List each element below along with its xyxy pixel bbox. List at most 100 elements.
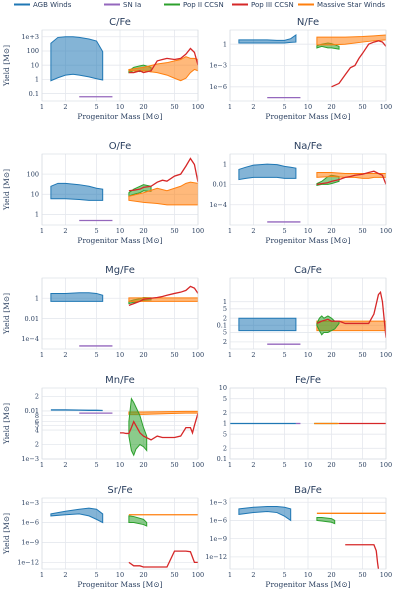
y-tick-label: 1e−12 — [205, 553, 227, 561]
x-tick-label: 1 — [228, 227, 232, 235]
x-tick-label: 20 — [327, 571, 335, 579]
panel-title: Na/Fe — [294, 141, 322, 152]
legend-item-agb-winds: AGB Winds — [14, 1, 72, 9]
x-tick-label: 1 — [40, 461, 44, 469]
x-tick-label: 50 — [358, 103, 366, 111]
legend-label-agb-winds: AGB Winds — [33, 1, 72, 9]
band-pop-ii-ccsn — [128, 515, 148, 527]
y-tick-label: 1e−3 — [209, 62, 227, 70]
x-tick-label: 50 — [170, 227, 178, 235]
x-tick-label: 20 — [327, 351, 335, 359]
x-tick-label: 2 — [251, 461, 255, 469]
x-tick-label: 1 — [228, 461, 232, 469]
x-axis-label: Progenitor Mass [M⊙] — [265, 112, 350, 121]
x-tick-label: 1 — [40, 103, 44, 111]
band-agb-winds — [50, 36, 104, 82]
plot-frame — [41, 29, 199, 102]
x-tick-label: 5 — [94, 227, 98, 235]
x-tick-label: 2 — [251, 571, 255, 579]
y-tick-label: 2 — [223, 338, 227, 346]
line-pop-iii-ccsn — [316, 170, 386, 186]
x-tick-label: 20 — [139, 227, 147, 235]
series-layer — [238, 290, 386, 345]
panel-sr-fe: 1 2 5 10 20 50 100 1e−12 1e−9 1e−6 1e−3 Sr/Fe Progen… — [2, 485, 204, 589]
y-tick-label: 100 — [27, 47, 39, 55]
x-tick-label: 10 — [304, 461, 312, 469]
series-layer — [238, 163, 386, 223]
y-tick-label: 8 — [35, 412, 39, 420]
x-tick-label: 100 — [380, 461, 392, 469]
plot-frame — [229, 153, 387, 226]
y-tick-label: 10 — [31, 191, 39, 199]
plot-frame — [229, 387, 387, 460]
x-tick-label: 20 — [139, 571, 147, 579]
band-agb-winds — [50, 182, 104, 201]
y-tick-label: 1e+3 — [21, 33, 39, 41]
x-tick-label: 5 — [282, 351, 286, 359]
panel-title: N/Fe — [297, 17, 319, 28]
y-tick-label: 5 — [223, 305, 227, 313]
band-pop-ii-ccsn — [316, 517, 336, 525]
y-tick-label: 100 — [27, 170, 39, 178]
panel-title: Sr/Fe — [107, 485, 132, 496]
y-tick-label: 1e−4 — [209, 201, 227, 209]
x-tick-label: 2 — [63, 571, 67, 579]
legend-label-pop-ii-ccsn: Pop II CCSN — [183, 1, 224, 9]
x-tick-label: 1 — [40, 351, 44, 359]
x-tick-label: 5 — [94, 461, 98, 469]
y-tick-label: 2 — [223, 314, 227, 322]
y-tick-label: 0.01 — [25, 315, 39, 323]
x-tick-label: 100 — [192, 571, 204, 579]
y-tick-label: 1e−4 — [21, 335, 39, 343]
x-tick-label: 50 — [170, 351, 178, 359]
y-tick-label: 0.01 — [213, 181, 227, 189]
plot-frame — [229, 29, 387, 102]
x-tick-label: 20 — [139, 103, 147, 111]
y-tick-label: 1e−3 — [21, 455, 39, 463]
x-tick-label: 100 — [192, 351, 204, 359]
x-axis-label: Progenitor Mass [M⊙] — [265, 580, 350, 589]
plot-frame — [41, 153, 199, 226]
y-tick-label: 1e−9 — [209, 535, 227, 543]
panel-mg-fe: 1 2 5 10 20 50 100 1e−4 0.01 1 Mg/Fe Yield [M⊙] — [2, 265, 204, 359]
x-tick-label: 5 — [282, 227, 286, 235]
y-tick-label: 1 — [223, 298, 227, 306]
x-tick-label: 100 — [192, 461, 204, 469]
panel-n-fe: 1 2 5 10 20 50 100 1e−6 1e−3 1 N/Fe Progenitor Mass… — [209, 17, 392, 121]
x-tick-label: 50 — [170, 461, 178, 469]
line-agb-winds — [50, 409, 103, 412]
y-tick-label: 0.1 — [217, 455, 227, 463]
x-tick-label: 100 — [192, 227, 204, 235]
y-tick-label: 1e−3 — [209, 498, 227, 506]
y-axis-label: Yield [M⊙] — [2, 169, 11, 211]
x-tick-label: 5 — [282, 461, 286, 469]
grid — [41, 388, 199, 460]
y-tick-label: 1 — [223, 160, 227, 168]
x-tick-label: 1 — [228, 571, 232, 579]
plot-frame — [41, 387, 199, 460]
x-tick-label: 50 — [170, 571, 178, 579]
panel-title: O/Fe — [109, 141, 132, 152]
y-tick-label: 5 — [223, 430, 227, 438]
x-tick-label: 1 — [228, 351, 232, 359]
y-tick-label: 6 — [35, 418, 39, 426]
panel-na-fe: 1 2 5 10 20 50 100 1e−4 0.01 1 Na/Fe Progenitor Mas… — [209, 141, 392, 245]
y-tick-label: 5 — [223, 329, 227, 337]
y-tick-label: 1 — [223, 420, 227, 428]
grid — [229, 278, 387, 349]
line-pop-iii-ccsn — [316, 290, 386, 338]
line-pop-iii-ccsn — [128, 47, 198, 74]
x-tick-label: 10 — [116, 461, 124, 469]
y-tick-label: 1e−3 — [21, 499, 39, 507]
plot-frame — [41, 497, 199, 570]
x-tick-label: 50 — [170, 103, 178, 111]
x-tick-label: 5 — [282, 103, 286, 111]
y-axis-label: Yield [M⊙] — [2, 513, 11, 555]
x-tick-label: 2 — [251, 103, 255, 111]
y-tick-label: 2 — [35, 441, 39, 449]
x-tick-label: 100 — [380, 227, 392, 235]
